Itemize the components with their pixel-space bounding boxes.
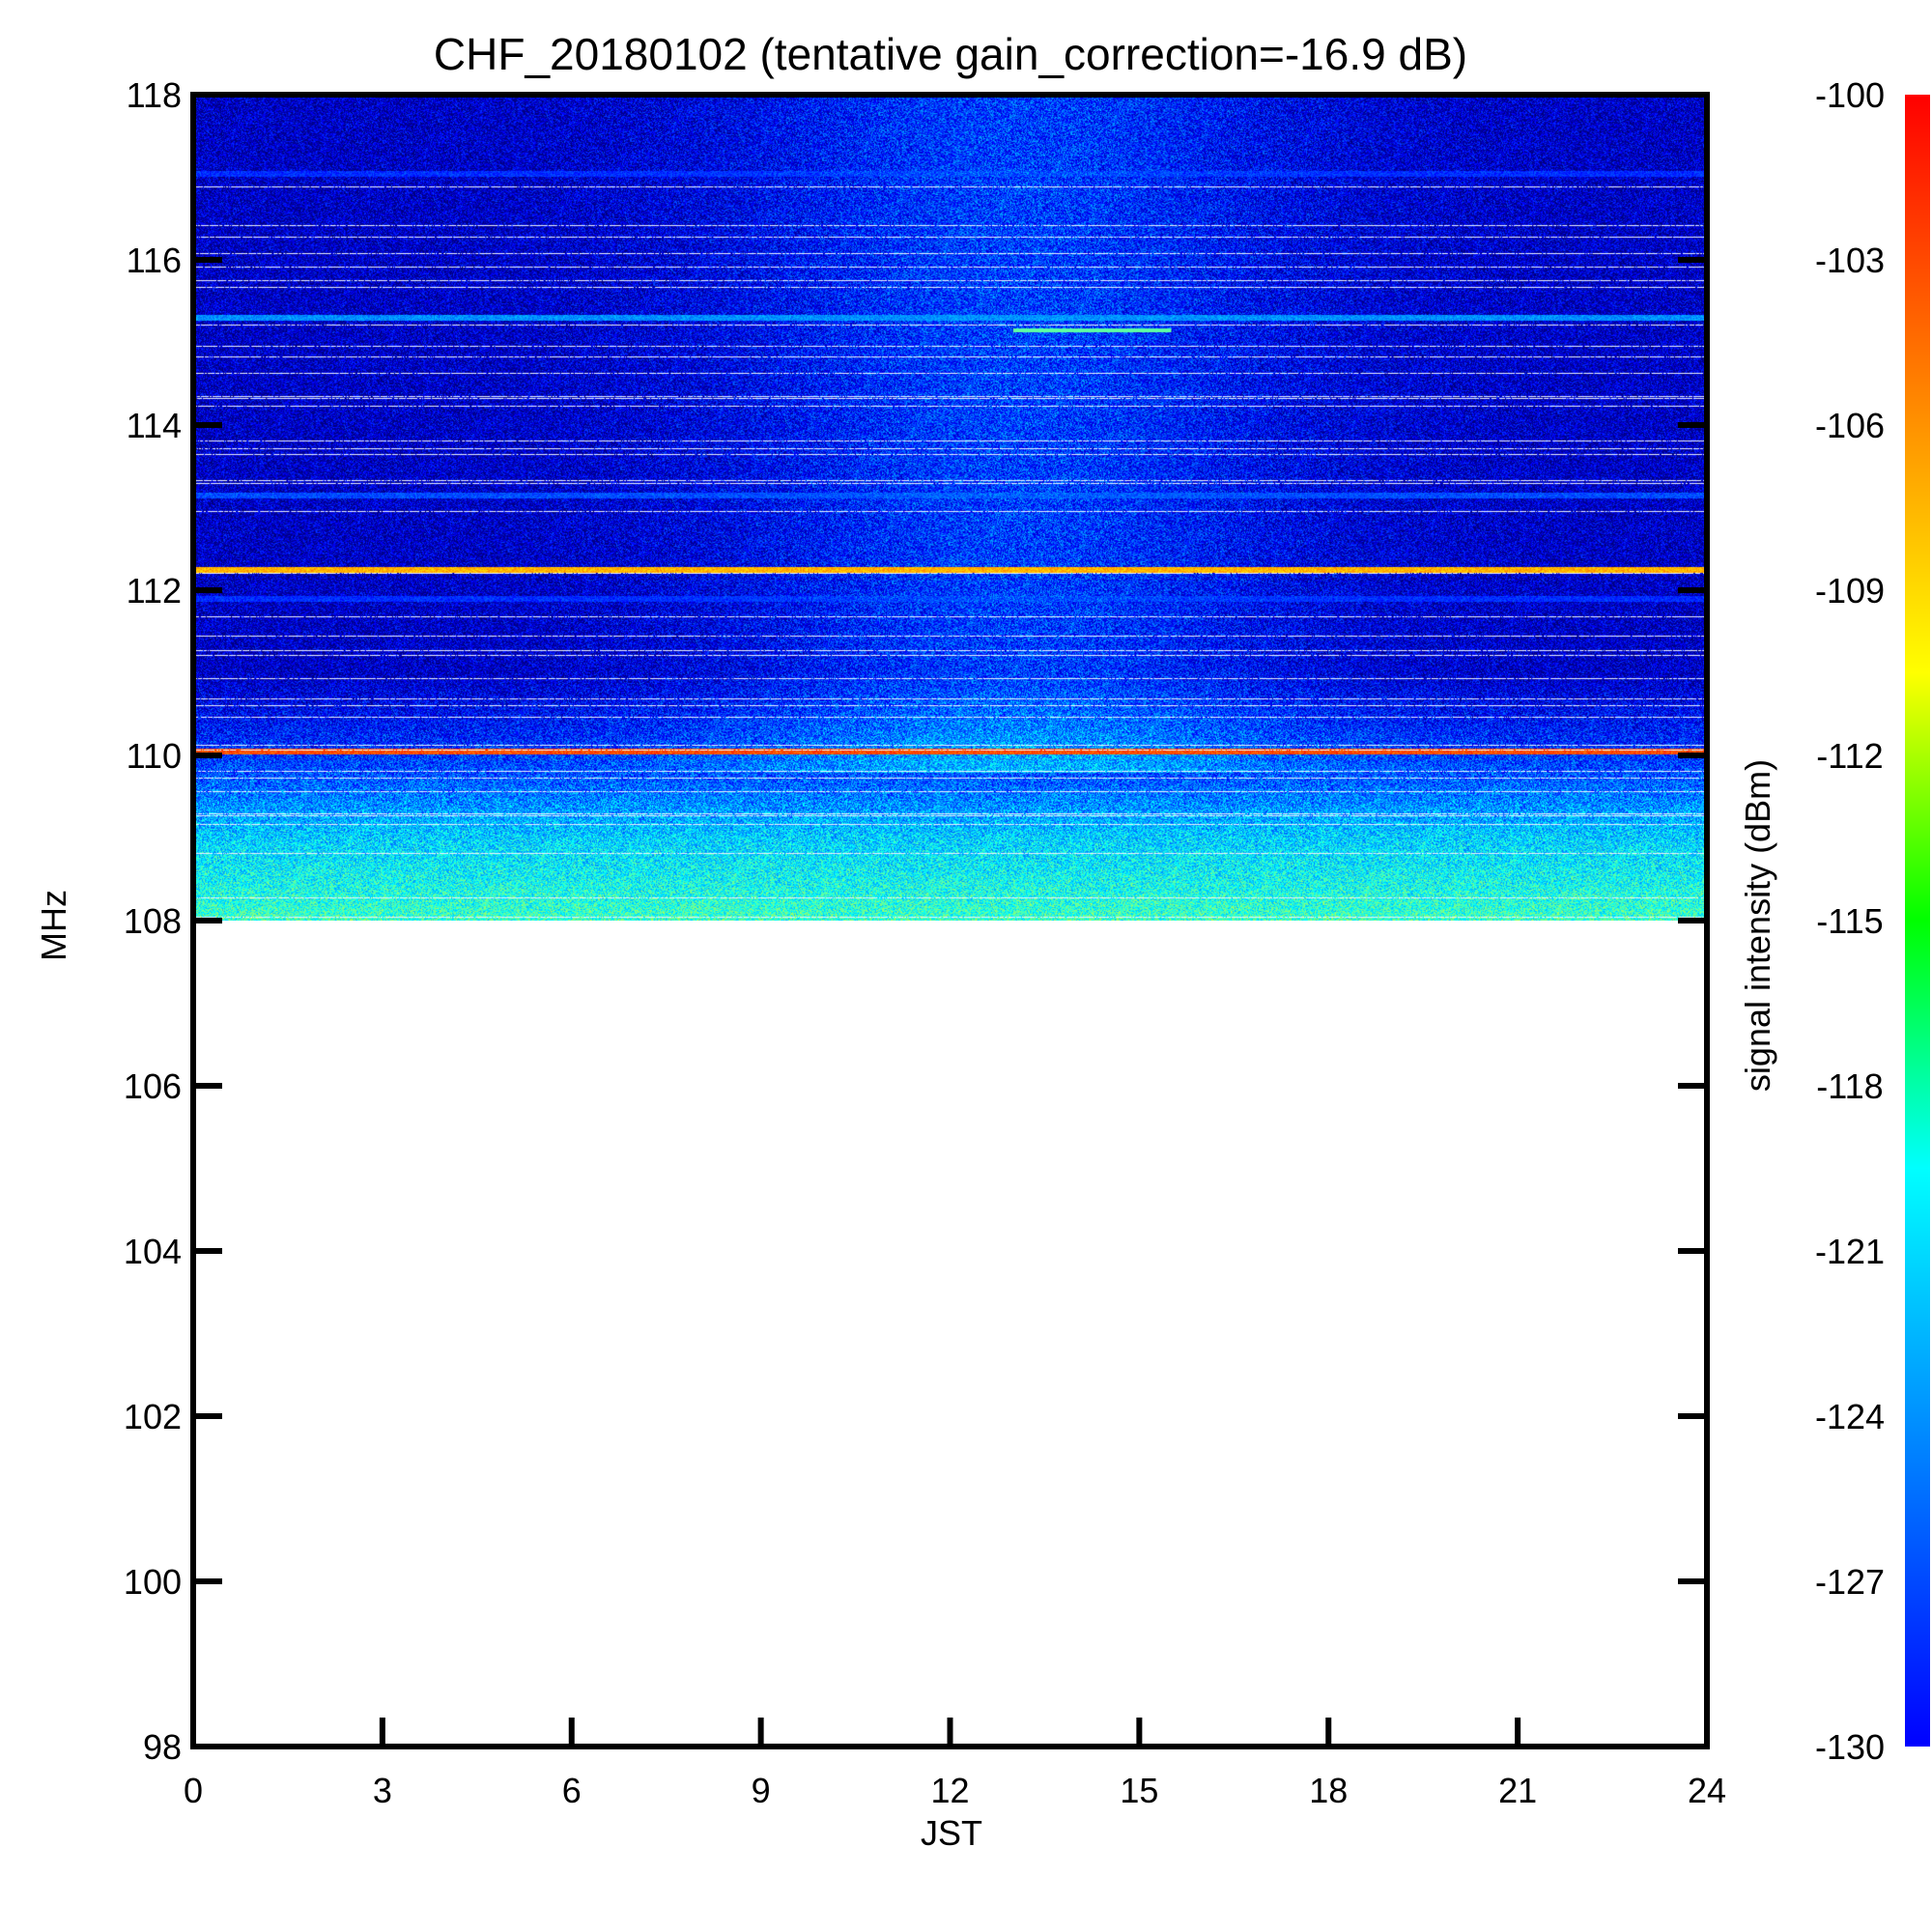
x-axis-label: JST bbox=[921, 1813, 982, 1853]
y-tick-label: 116 bbox=[127, 241, 182, 280]
colorbar-tick-label: -127 bbox=[1815, 1562, 1885, 1602]
y-tick-label: 114 bbox=[127, 406, 182, 445]
x-axis: 0 3 6 9 12 15 18 21 24 bbox=[184, 1718, 1726, 1810]
colorbar-tick-label: -100 bbox=[1815, 75, 1885, 115]
y-tick-label: 100 bbox=[124, 1562, 182, 1602]
x-tick-label: 0 bbox=[184, 1771, 203, 1810]
y-tick-label: 98 bbox=[143, 1727, 182, 1767]
x-tick-label: 12 bbox=[930, 1771, 969, 1810]
colorbar-tick-label: -118 bbox=[1816, 1066, 1883, 1106]
colorbar bbox=[1905, 95, 1930, 1747]
colorbar-tick-label: -112 bbox=[1816, 736, 1883, 776]
x-tick-label: 6 bbox=[562, 1771, 582, 1810]
colorbar-tick-label: -130 bbox=[1815, 1727, 1885, 1767]
colorbar-tick-label: -103 bbox=[1815, 241, 1885, 280]
y-tick-label: 102 bbox=[124, 1397, 182, 1436]
colorbar-tick-label: -124 bbox=[1815, 1397, 1885, 1436]
y-tick-label: 112 bbox=[127, 571, 182, 611]
colorbar-ticks: -130 -127 -124 -121 -118 -115 -112 -109 -106 -103… bbox=[1815, 75, 1885, 1767]
y-tick-label: 104 bbox=[124, 1232, 182, 1271]
y-axis-label: MHz bbox=[34, 890, 73, 961]
colorbar-tick-label: -109 bbox=[1815, 571, 1885, 611]
colorbar-tick-label: -115 bbox=[1816, 901, 1883, 941]
x-tick-label: 15 bbox=[1120, 1771, 1158, 1810]
y-axis: 98 100 102 104 106 108 110 112 114 116 118 bbox=[124, 75, 1707, 1767]
y-tick-label: 106 bbox=[124, 1066, 182, 1106]
x-tick-label: 9 bbox=[752, 1771, 771, 1810]
x-tick-label: 21 bbox=[1498, 1771, 1537, 1810]
y-tick-label: 108 bbox=[124, 901, 182, 941]
x-tick-label: 24 bbox=[1688, 1771, 1726, 1810]
colorbar-tick-label: -106 bbox=[1815, 406, 1885, 445]
heatmap-image bbox=[193, 95, 1707, 921]
chart-title: CHF_20180102 (tentative gain_correction=… bbox=[434, 29, 1467, 79]
y-tick-label: 110 bbox=[127, 736, 182, 776]
y-tick-label: 118 bbox=[127, 75, 182, 115]
colorbar-tick-label: -121 bbox=[1815, 1232, 1885, 1271]
x-tick-label: 3 bbox=[373, 1771, 392, 1810]
colorbar-label: signal intensity (dBm) bbox=[1738, 759, 1777, 1092]
x-tick-label: 18 bbox=[1309, 1771, 1348, 1810]
plot-area bbox=[190, 92, 1710, 1749]
